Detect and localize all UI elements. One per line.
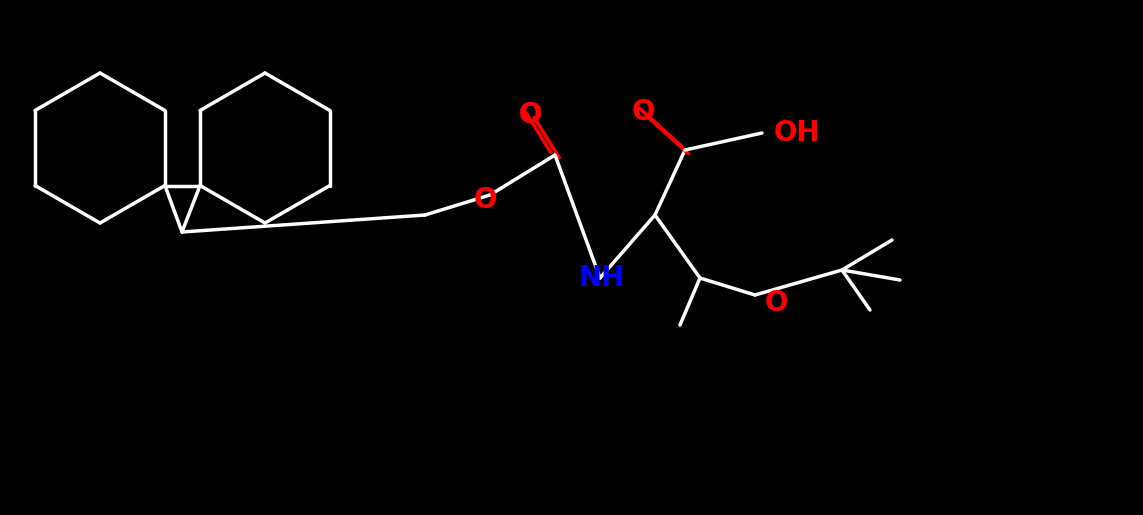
Text: O: O — [518, 101, 542, 129]
Text: NH: NH — [578, 264, 625, 292]
Text: OH: OH — [774, 119, 821, 147]
Text: O: O — [473, 186, 497, 214]
Text: O: O — [631, 98, 655, 126]
Text: O: O — [518, 101, 542, 129]
Text: O: O — [765, 289, 789, 317]
